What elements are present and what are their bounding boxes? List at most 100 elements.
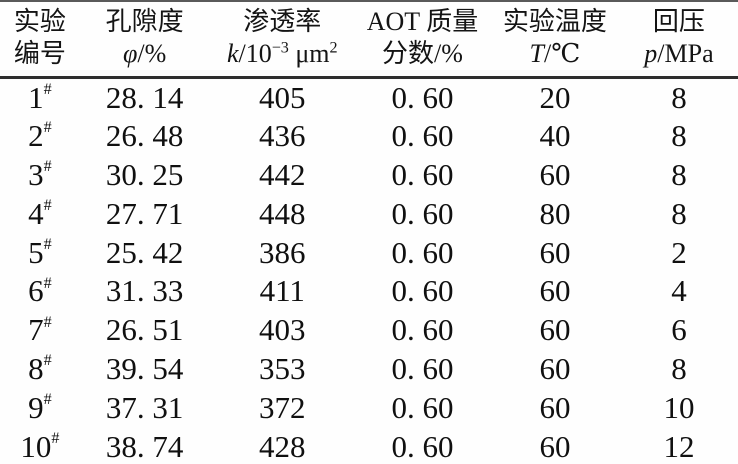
cell-permeability: 442 [259,156,306,192]
cell-no: 1# [0,78,80,117]
table-row: 9# 37. 31 372 0. 60 60 10 [0,389,738,428]
cell-aot: 0. 60 [391,312,454,348]
experiment-id: 5# [28,234,52,270]
cell-permeability: 386 [259,234,306,270]
experiment-id-suffix: # [43,391,52,409]
cell-back_pressure: 8 [671,351,687,387]
column-header-line1: 实验温度 [502,7,607,36]
cell-aot: 0. 60 [391,234,454,270]
cell-no: 8# [0,350,80,389]
cell-permeability: 403 [259,312,306,348]
column-header-line1: 回压 [652,7,705,36]
column-header-line1: AOT 质量 [366,7,479,36]
experiment-id-suffix: # [43,235,52,253]
header-row: 实验 编号 孔隙度 φ/% 渗透率 k/10−3 μm2 AOT 质量 分数/% 实验温度 T/℃… [0,2,738,79]
cell-back_pressure: 10 [663,390,695,426]
table-row: 10# 38. 74 428 0. 60 60 12 [0,428,738,464]
unit-text: /10 [238,39,272,68]
column-header-no: 实验 编号 [0,2,80,79]
table-row: 2# 26. 48 436 0. 60 40 8 [0,116,738,155]
column-header-line2: φ/% [80,38,210,70]
cell-temperature: 60 [539,390,571,426]
cell-back_pressure: 6 [671,312,687,348]
cell-permeability: 372 [259,390,306,426]
table-row: 1# 28. 14 405 0. 60 20 8 [0,78,738,117]
cell-temperature: 60 [539,156,571,192]
experiment-id: 7# [28,312,52,348]
experiment-id: 2# [28,117,52,153]
column-header-aot: AOT 质量 分数/% [354,2,490,79]
cell-no: 6# [0,272,80,311]
table-row: 6# 31. 33 411 0. 60 60 4 [0,272,738,311]
cell-no: 9# [0,389,80,428]
table-body: 1# 28. 14 405 0. 60 20 8 2# 26. 48 436 0. 60 40 8 3#… [0,78,738,464]
unit-text: 分数/% [382,39,463,68]
experiment-id: 3# [28,156,52,192]
table-row: 7# 26. 51 403 0. 60 60 6 [0,311,738,350]
cell-aot: 0. 60 [391,156,454,192]
cell-aot: 0. 60 [391,351,454,387]
cell-no: 5# [0,233,80,272]
table-row: 5# 25. 42 386 0. 60 60 2 [0,233,738,272]
cell-porosity: 28. 14 [105,79,184,115]
cell-porosity: 39. 54 [105,351,184,387]
cell-aot: 0. 60 [391,273,454,309]
cell-aot: 0. 60 [391,195,454,231]
experiment-id: 9# [28,390,52,426]
cell-temperature: 60 [539,273,571,309]
column-header-permeability: 渗透率 k/10−3 μm2 [209,2,355,79]
cell-porosity: 30. 25 [105,156,184,192]
cell-permeability: 428 [259,428,306,464]
experiment-id-suffix: # [43,196,52,214]
table-top-rule [0,0,738,2]
column-header-line1: 孔隙度 [105,7,184,36]
table-row: 4# 27. 71 448 0. 60 80 8 [0,194,738,233]
cell-no: 3# [0,155,80,194]
variable-symbol: k [226,39,239,68]
cell-aot: 0. 60 [391,428,454,464]
cell-permeability: 353 [259,351,306,387]
cell-no: 10# [0,428,80,464]
cell-temperature: 60 [539,428,571,464]
cell-temperature: 60 [539,351,571,387]
cell-temperature: 60 [539,312,571,348]
variable-symbol: p [644,39,658,68]
experiment-id: 6# [28,273,52,309]
experiment-id: 1# [28,79,52,115]
column-header-line2: k/10−3 μm2 [210,38,355,70]
column-header-back_pressure: 回压 p/MPa [619,2,738,79]
cell-temperature: 60 [539,234,571,270]
unit-text: /℃ [544,39,581,68]
cell-porosity: 31. 33 [105,273,184,309]
cell-back_pressure: 8 [671,156,687,192]
cell-back_pressure: 4 [671,273,687,309]
column-header-porosity: 孔隙度 φ/% [79,2,210,79]
cell-permeability: 405 [259,79,306,115]
cell-back_pressure: 2 [671,234,687,270]
cell-aot: 0. 60 [391,390,454,426]
cell-back_pressure: 8 [671,117,687,153]
column-header-line1: 实验 [13,7,66,36]
experiment-id: 4# [28,195,52,231]
experiment-id-suffix: # [43,313,52,331]
unit-superscript: −3 [271,39,289,57]
experiment-id-suffix: # [43,274,52,292]
column-header-line2: 分数/% [355,38,490,70]
unit-text: /% [137,39,167,68]
cell-aot: 0. 60 [391,79,454,115]
table-header: 实验 编号 孔隙度 φ/% 渗透率 k/10−3 μm2 AOT 质量 分数/% 实验温度 T/℃… [0,2,738,79]
cell-temperature: 80 [539,195,571,231]
cell-porosity: 38. 74 [105,428,184,464]
unit-text: μm [288,39,330,68]
table-row: 8# 39. 54 353 0. 60 60 8 [0,350,738,389]
experiment-id: 10# [20,428,60,464]
cell-porosity: 26. 51 [105,312,184,348]
experiment-id-suffix: # [43,352,52,370]
cell-permeability: 448 [259,195,306,231]
column-header-temperature: 实验温度 T/℃ [490,2,620,79]
column-header-line2: p/MPa [620,38,738,70]
variable-symbol: T [529,39,545,68]
cell-no: 2# [0,116,80,155]
variable-symbol: φ [123,39,138,68]
cell-temperature: 40 [539,117,571,153]
